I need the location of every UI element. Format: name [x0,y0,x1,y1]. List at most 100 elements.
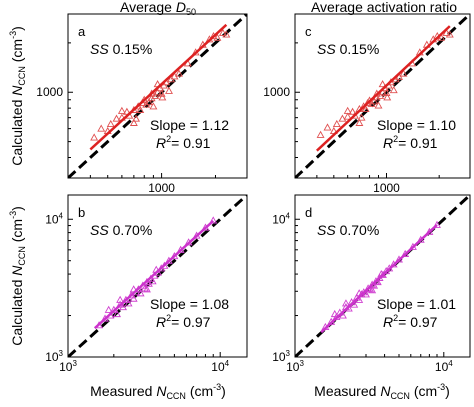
data-point [106,119,115,128]
data-point [158,93,167,101]
y-axis-label-top-close: ) [9,26,25,31]
data-point [399,69,408,77]
x-axis-label-left-superscript: -3 [213,382,221,392]
col-title-1: Average D50 [120,0,196,17]
data-point [209,216,218,224]
fit-line [93,220,215,330]
panel-d-plot-area [295,195,470,357]
panel-c-frame [294,13,471,179]
data-point [142,285,151,293]
data-point [368,286,377,294]
data-point [113,309,122,318]
x-axis-label-left-symbol: N [156,383,167,399]
data-point [124,299,133,307]
r-squared-label: R2= 0.97 [383,313,438,330]
data-point [218,28,227,36]
y-axis-label-top: Calculated NCCN (cm-3) [8,26,27,166]
data-point [149,102,158,110]
panel-letter: b [78,205,85,220]
ss-label: SS 0.15% [90,41,152,57]
y-axis-label-bottom-subscript: CCN [17,246,27,266]
data-point [151,91,160,99]
slope-label: Slope = 1.08 [150,296,229,312]
x-axis-label-left: Measured NCCN (cm-3) [90,382,226,401]
x-axis-labels: Measured NCCN (cm-3) Measured NCCN (cm-3) [90,382,450,401]
ss-symbol: SS [317,222,336,238]
data-point [104,305,113,313]
y-axis-label-bottom: Calculated NCCN (cm-3) [8,206,27,346]
y-tick-label-base: 10 [272,350,286,364]
x-axis-label-left-subscript: CCN [166,391,186,401]
r-squared-value: = 0.97 [398,314,438,330]
ss-label: SS 0.15% [317,41,379,57]
data-point [355,118,364,126]
slope-label: Slope = 1.10 [377,117,456,133]
panel-letter: a [78,24,86,39]
y-axis-label-top-pre: Calculated [9,96,25,166]
x-axis-label-right: Measured NCCN (cm-3) [314,382,450,401]
y-axis-label-bottom-unit: (cm [9,219,25,246]
y-tick-label: 1000 [36,85,63,99]
data-point [361,104,370,113]
ss-value: 0.70% [109,222,153,238]
col-title-2: Average activation ratio [311,0,457,15]
data-point [370,97,379,105]
data-point [222,30,231,38]
x-tick-label: 103 [286,359,304,374]
data-point [174,69,183,77]
x-tick-label-exponent: 3 [72,359,77,368]
data-point [117,106,126,114]
data-point [433,220,441,228]
panel-letter: c [305,24,312,39]
y-axis-label-bottom-superscript: -3 [8,211,18,219]
x-axis-label-left-pre: Measured [90,383,156,399]
data-point [132,114,141,122]
data-point [119,303,128,311]
data-point [213,33,222,41]
x-tick-label-base: 10 [435,360,449,374]
y-axis-label-top-subscript: CCN [17,66,27,86]
ss-symbol: SS [317,41,336,57]
r-exponent: 2 [166,313,171,323]
y-axis-label-top-superscript: -3 [8,31,18,39]
y-tick-label-exponent: 4 [59,211,64,220]
r-squared-label: R2= 0.91 [383,134,438,151]
data-point [140,284,149,292]
panel-b-frame [67,194,248,358]
r-symbol: R [156,135,166,151]
x-axis-label-right-subscript: CCN [390,391,410,401]
r-squared-value: = 0.91 [398,135,438,151]
data-point [445,30,454,38]
ss-value: 0.70% [336,222,380,238]
y-axis-label-top-symbol: N [9,85,25,96]
panel-a-frame [67,13,248,179]
y-axis-labels: Calculated NCCN (cm-3)Calculated NCCN (c… [8,26,27,346]
data-point [316,130,325,138]
data-point [357,113,366,121]
ss-label: SS 0.70% [90,222,152,238]
data-point [332,119,341,128]
data-point [136,105,145,113]
x-axis-label-right-pre: Measured [314,383,380,399]
col-title-1-symbol: D [176,0,186,15]
ss-value: 0.15% [109,41,153,57]
data-point [383,93,392,101]
x-axis-label-right-unit: (cm [410,383,437,399]
data-point [341,299,350,307]
y-tick-label-exponent: 4 [286,211,291,220]
x-axis-label-left-close: ) [221,383,226,399]
ss-symbol: SS [90,41,109,57]
data-point [362,290,370,298]
x-tick-label-exponent: 3 [299,359,304,368]
panel-c-plot-area [295,14,470,178]
data-point [116,295,125,303]
one-to-one-line [68,195,247,357]
x-tick-label-base: 1000 [373,181,400,195]
col-title-1-subscript: 50 [186,7,196,17]
data-point [90,133,99,141]
x-tick-label: 104 [211,359,229,374]
y-tick-label-base: 10 [45,350,59,364]
